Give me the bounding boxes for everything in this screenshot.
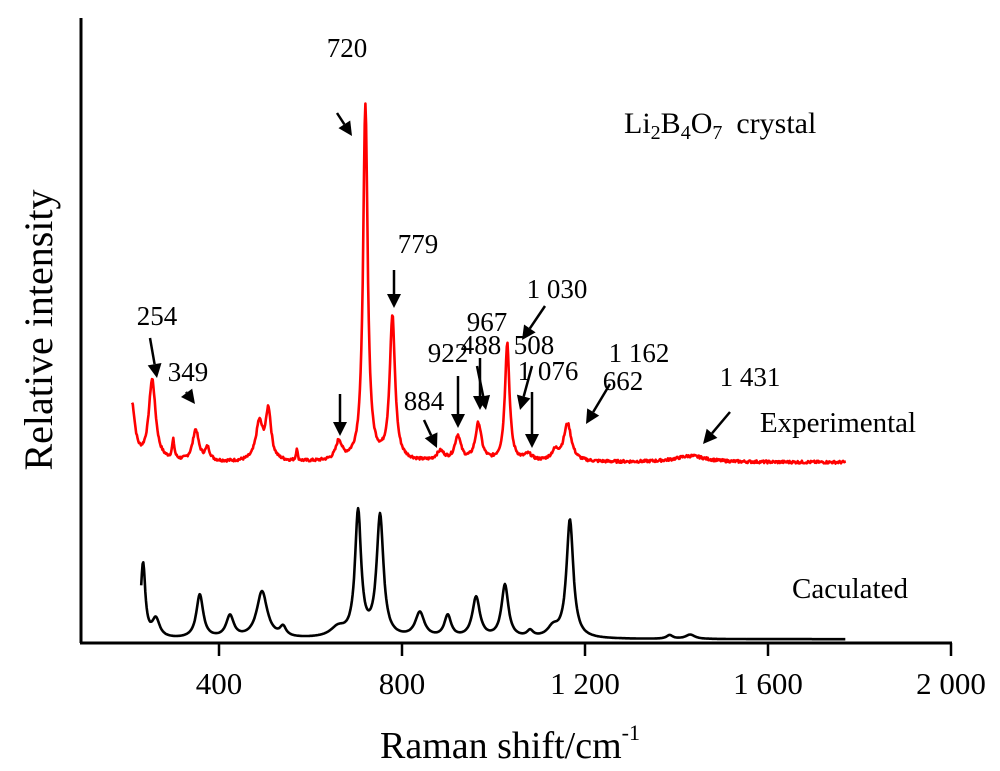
arrow-head-icon (525, 434, 539, 448)
peak-arrow (592, 383, 612, 413)
series-label-calculated: Caculated (792, 573, 908, 605)
axes (79, 18, 952, 645)
peak-arrow (335, 112, 346, 125)
peak-arrow (148, 337, 156, 365)
peak-label: 508 (514, 330, 555, 360)
peak-label: 254 (137, 301, 178, 331)
peak-label: 1 162 (609, 338, 670, 368)
peak-arrow (522, 365, 534, 397)
arrow-head-icon (333, 422, 347, 436)
series-label-experimental: Experimental (760, 407, 916, 439)
arrow-head-icon (424, 432, 438, 448)
peak-label: 1 030 (527, 274, 588, 304)
arrow-head-icon (516, 394, 531, 410)
peak-arrow (711, 411, 731, 435)
arrow-head-icon (586, 408, 600, 424)
x-ticks: 400 800 1 200 1 600 2 000 (196, 643, 986, 701)
peak-label: 1 431 (720, 362, 781, 392)
x-axis-title: Raman shift/cm-1 (380, 720, 640, 767)
peak-label: 349 (168, 357, 209, 387)
x-tick-label: 800 (379, 666, 426, 701)
arrow-head-icon (338, 120, 352, 136)
x-tick-label: 2 000 (916, 666, 986, 701)
peak-label: 779 (398, 229, 439, 259)
arrow-head-icon (147, 363, 162, 378)
arrow-head-icon (387, 294, 401, 308)
arrow-head-icon (181, 388, 195, 404)
arrow-head-icon (473, 396, 487, 410)
spectra (130, 102, 847, 641)
x-tick-label: 400 (196, 666, 243, 701)
x-tick-label: 1 200 (550, 666, 620, 701)
peak-label: 1 076 (518, 356, 579, 386)
peak-label: 488 (461, 330, 502, 360)
y-axis-title: Relative intensity (16, 189, 61, 470)
series-line-caculated (139, 506, 846, 641)
x-tick-label: 1 600 (733, 666, 803, 701)
peak-label: 662 (603, 366, 644, 396)
series-line-experimental (130, 102, 847, 465)
peak-arrow (185, 391, 188, 394)
arrow-head-icon (522, 324, 536, 340)
peak-label: 967 (467, 307, 508, 337)
peak-label: 884 (404, 386, 445, 416)
peak-arrow (528, 305, 547, 330)
peak-label: 720 (327, 33, 368, 63)
arrow-head-icon (703, 428, 718, 444)
arrow-head-icon (451, 414, 465, 428)
peak-label: 922 (428, 338, 469, 368)
peak-arrow (422, 419, 433, 436)
compound-label: Li2B4O7 crystal (624, 107, 816, 144)
